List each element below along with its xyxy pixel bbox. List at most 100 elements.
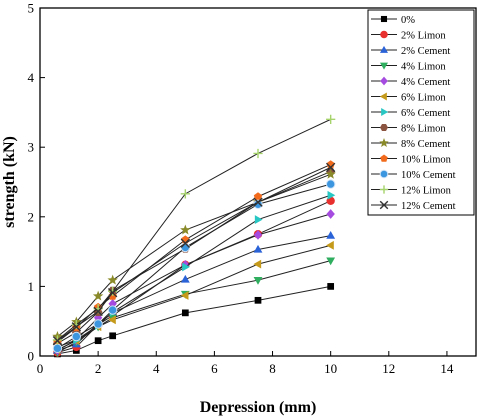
series-layer xyxy=(52,114,336,358)
y-tick-label: 5 xyxy=(28,1,35,16)
data-point xyxy=(254,215,263,224)
data-point xyxy=(327,283,335,290)
legend-marker xyxy=(379,138,389,147)
data-point xyxy=(326,230,336,239)
y-tick-label: 4 xyxy=(28,70,35,85)
data-point xyxy=(52,335,63,346)
data-point xyxy=(326,240,334,250)
series-12 xyxy=(52,162,336,346)
data-point xyxy=(327,190,336,200)
legend-entry: 0% xyxy=(371,15,415,26)
y-axis-title: strength (kN) xyxy=(1,136,18,228)
legend-entry: 12% Cement xyxy=(371,200,456,212)
legend-marker xyxy=(380,30,388,39)
series-10 xyxy=(52,179,336,354)
data-point xyxy=(182,262,190,272)
legend-entry: 8% Cement xyxy=(371,138,450,150)
legend-entry: 2% Limon xyxy=(371,30,446,41)
data-point xyxy=(180,238,191,248)
x-tick-label: 8 xyxy=(269,361,276,376)
data-point xyxy=(181,309,189,317)
legend-entry: 10% Limon xyxy=(371,154,452,165)
data-point xyxy=(108,286,118,296)
legend-marker xyxy=(380,45,388,53)
x-tick-label: 10 xyxy=(324,361,337,376)
data-point xyxy=(325,168,336,179)
legend-label: 10% Limon xyxy=(401,154,452,165)
data-point xyxy=(109,332,117,340)
data-point xyxy=(253,244,263,253)
x-tick-label: 6 xyxy=(211,361,218,376)
data-point xyxy=(180,274,190,283)
legend-marker xyxy=(380,62,388,70)
legend-marker xyxy=(380,76,388,86)
legend-marker xyxy=(379,185,389,194)
y-tick-label: 0 xyxy=(28,349,35,364)
data-point xyxy=(253,197,263,207)
legend-entry: 10% Cement xyxy=(371,169,456,181)
legend-marker xyxy=(380,15,388,23)
legend-entry: 2% Cement xyxy=(371,46,450,57)
legend-marker xyxy=(380,124,388,131)
data-point xyxy=(108,315,116,325)
legend-label: 4% Limon xyxy=(401,61,446,72)
x-tick-label: 0 xyxy=(37,361,44,376)
legend-label: 8% Limon xyxy=(401,123,446,134)
legend-marker xyxy=(379,169,389,179)
data-point xyxy=(253,276,263,285)
data-point xyxy=(71,331,82,342)
x-tick-label: 12 xyxy=(382,361,395,376)
y-tick-label: 3 xyxy=(28,140,35,155)
x-tick-label: 4 xyxy=(153,361,160,376)
legend-label: 8% Cement xyxy=(401,139,450,150)
data-point xyxy=(325,162,336,173)
legend-label: 12% Limon xyxy=(401,185,452,196)
legend-label: 2% Limon xyxy=(401,30,446,41)
data-point xyxy=(107,274,118,285)
y-tick-label: 1 xyxy=(28,279,35,294)
data-point xyxy=(180,242,191,253)
data-point xyxy=(254,296,262,304)
legend-marker xyxy=(379,200,389,210)
legend-entry: 4% Limon xyxy=(371,61,446,72)
legend-label: 12% Cement xyxy=(401,201,456,212)
legend-label: 6% Limon xyxy=(401,92,446,103)
legend-label: 2% Cement xyxy=(401,46,450,57)
data-point xyxy=(180,291,189,300)
data-point xyxy=(52,343,63,354)
data-point xyxy=(253,259,262,269)
data-point xyxy=(253,230,263,240)
x-tick-label: 2 xyxy=(95,361,102,376)
legend-marker xyxy=(379,92,387,101)
data-point xyxy=(325,179,336,189)
legend-entry: 4% Cement xyxy=(371,76,450,88)
data-point xyxy=(180,189,190,199)
x-tick-label: 14 xyxy=(440,361,454,376)
data-point xyxy=(92,290,104,301)
data-point xyxy=(326,257,336,266)
data-point xyxy=(253,148,263,159)
data-point xyxy=(93,319,103,329)
data-point xyxy=(180,224,191,235)
legend-entry: 12% Limon xyxy=(371,185,452,196)
data-point xyxy=(253,192,263,201)
legend-label: 4% Cement xyxy=(401,77,450,88)
legend-entry: 8% Limon xyxy=(371,123,446,134)
data-point xyxy=(71,322,82,332)
data-point xyxy=(93,306,103,317)
legend-label: 0% xyxy=(401,15,415,26)
legend-entry: 6% Cement xyxy=(371,108,450,119)
data-point xyxy=(107,305,118,315)
legend-entry: 6% Limon xyxy=(371,92,446,103)
legend-marker xyxy=(381,108,389,116)
data-point xyxy=(326,209,335,219)
y-tick-label: 2 xyxy=(28,209,35,224)
x-axis-title: Depression (mm) xyxy=(200,399,317,416)
data-point xyxy=(93,312,103,323)
legend-marker xyxy=(380,154,388,162)
legend: 0% 2% Limon 2% Cement 4% Limon 4% Cement 6% L… xyxy=(367,9,475,216)
legend-label: 10% Cement xyxy=(401,170,456,181)
data-point xyxy=(326,114,336,124)
